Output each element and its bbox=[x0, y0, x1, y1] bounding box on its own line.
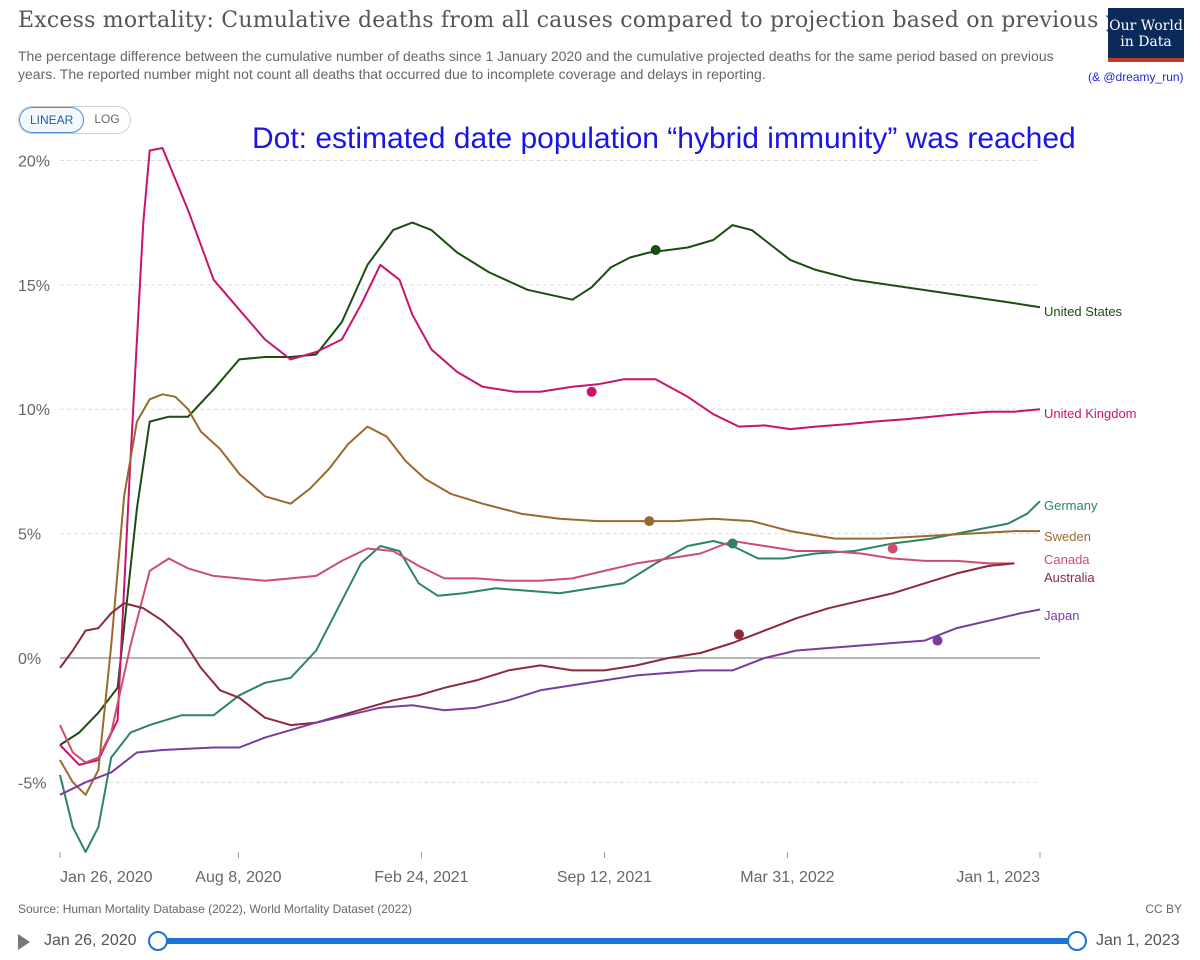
series-label-japan: Japan bbox=[1044, 608, 1079, 623]
x-tick-label: Feb 24, 2021 bbox=[374, 869, 468, 886]
logo-line2: in Data bbox=[1120, 34, 1172, 50]
series-label-canada: Canada bbox=[1044, 552, 1090, 567]
series-line-canada bbox=[59, 540, 1015, 764]
series-label-germany: Germany bbox=[1044, 498, 1098, 513]
x-tick-label: Jan 1, 2023 bbox=[956, 869, 1040, 886]
y-tick-label: 15% bbox=[18, 278, 50, 295]
immunity-dot-canada bbox=[887, 543, 898, 554]
log-scale-button[interactable]: LOG bbox=[94, 112, 120, 126]
y-tick-label: 5% bbox=[18, 527, 41, 544]
series-line-germany bbox=[59, 500, 1041, 853]
series-line-united-kingdom bbox=[59, 147, 1041, 766]
series-line-united-states bbox=[59, 221, 1041, 746]
series-line-sweden bbox=[59, 393, 1040, 796]
linear-scale-button[interactable]: LINEAR bbox=[19, 107, 85, 133]
series-label-united-kingdom: United Kingdom bbox=[1044, 406, 1137, 421]
chart-grid bbox=[60, 159, 1040, 783]
series-label-sweden: Sweden bbox=[1044, 529, 1091, 544]
immunity-dot-australia bbox=[733, 629, 744, 640]
series-lines bbox=[59, 147, 1041, 853]
owid-logo[interactable]: Our World in Data bbox=[1108, 8, 1184, 62]
y-tick-label: 0% bbox=[18, 651, 41, 668]
series-label-united-states: United States bbox=[1044, 304, 1123, 319]
series-line-japan bbox=[59, 608, 1041, 796]
x-axis: Jan 26, 2020 Aug 8, 2020 Feb 24, 2021 Sep 1… bbox=[59, 852, 1041, 886]
timeline-end-label: Jan 1, 2023 bbox=[1096, 932, 1180, 949]
y-tick-label: 10% bbox=[18, 402, 50, 419]
immunity-dots bbox=[586, 244, 943, 646]
timeline-start-handle[interactable] bbox=[148, 931, 168, 951]
logo-line1: Our World bbox=[1109, 18, 1183, 34]
y-tick-label: 20% bbox=[18, 153, 50, 170]
scale-toggle: LINEAR LOG bbox=[18, 106, 131, 134]
annotation-text: Dot: estimated date population “hybrid i… bbox=[252, 122, 1076, 155]
timeline-end-handle[interactable] bbox=[1067, 931, 1087, 951]
line-chart: -5% 0% 5% 10% 15% 20% Jan 26, 2020 Aug 8, 2020… bbox=[18, 147, 1137, 886]
y-tick-label: -5% bbox=[18, 775, 46, 792]
chart-subtitle: The percentage difference between the cu… bbox=[18, 48, 1054, 82]
timeline-start-label: Jan 26, 2020 bbox=[44, 932, 137, 949]
immunity-dot-united-kingdom bbox=[586, 386, 597, 397]
x-tick-label: Aug 8, 2020 bbox=[195, 869, 281, 886]
immunity-dot-japan bbox=[932, 635, 943, 646]
series-line-australia bbox=[59, 562, 1015, 727]
series-label-australia: Australia bbox=[1044, 570, 1095, 585]
x-tick-label: Sep 12, 2021 bbox=[557, 869, 652, 886]
author-handle: (& @dreamy_run) bbox=[1088, 70, 1184, 84]
source-note: Source: Human Mortality Database (2022),… bbox=[18, 902, 412, 916]
license-link[interactable]: CC BY bbox=[1145, 902, 1182, 916]
play-icon[interactable] bbox=[18, 934, 30, 950]
x-tick-label: Mar 31, 2022 bbox=[740, 869, 834, 886]
x-tick-label: Jan 26, 2020 bbox=[60, 869, 153, 886]
series-labels: United States United Kingdom Germany Sweden… bbox=[1044, 304, 1137, 623]
immunity-dot-germany bbox=[727, 538, 738, 549]
chart-title: Excess mortality: Cumulative deaths from… bbox=[18, 8, 1168, 33]
y-axis: -5% 0% 5% 10% 15% 20% bbox=[18, 153, 50, 792]
timeline-track[interactable] bbox=[158, 938, 1076, 944]
immunity-dot-sweden bbox=[644, 516, 655, 527]
immunity-dot-united-states bbox=[650, 244, 661, 255]
